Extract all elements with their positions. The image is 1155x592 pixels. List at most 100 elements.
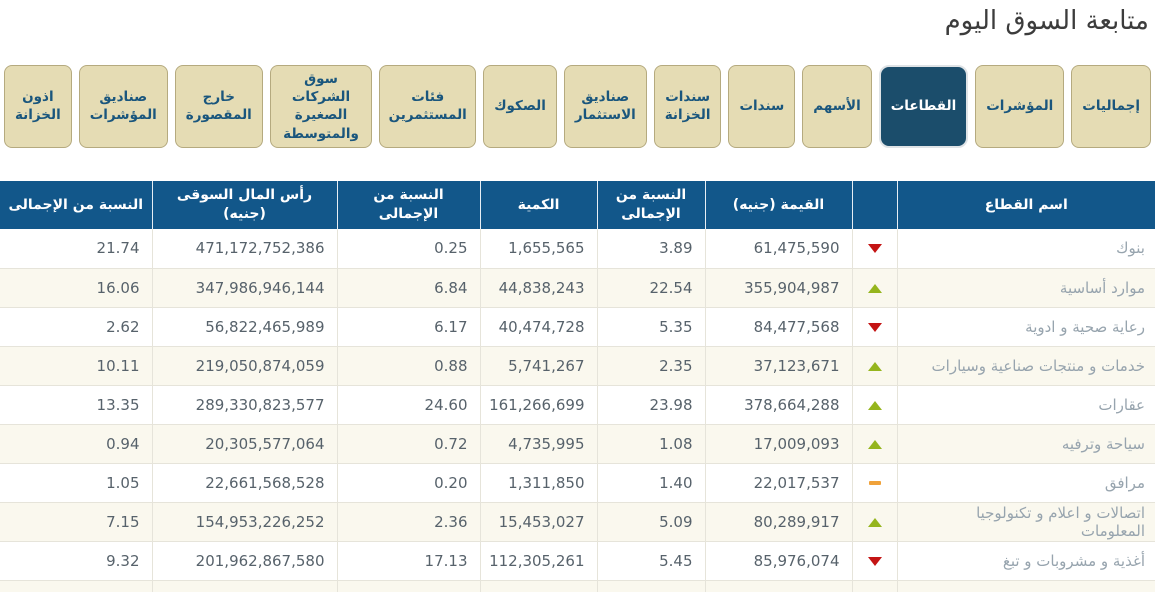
sector-name: أغذية و مشروبات و تبغ bbox=[897, 541, 1155, 581]
quantity-cell: 161,266,699 bbox=[480, 385, 598, 425]
quantity-cell: 4,735,995 bbox=[480, 424, 598, 464]
market-tabs: إجماليات المؤشرات القطاعات الأسهم سندات سندات… bbox=[4, 65, 1151, 148]
table-body: بنوك 61,475,590 3.89 1,655,565 0.25 471,… bbox=[0, 229, 1155, 592]
up-arrow-icon bbox=[867, 517, 882, 527]
quantity-cell: 5,741,267 bbox=[480, 346, 598, 386]
value-cell: 61,475,590 bbox=[705, 229, 853, 269]
value-pct-cell: 1.08 bbox=[597, 424, 706, 464]
market-tab-6[interactable]: صناديق الاستثمار bbox=[563, 65, 647, 148]
market-tab-2-active[interactable]: القطاعات bbox=[878, 65, 969, 148]
quantity-cell: 15,453,027 bbox=[480, 502, 598, 542]
market-cap-cell bbox=[152, 580, 338, 592]
quantity-pct-cell: 24.60 bbox=[337, 385, 481, 425]
quantity-pct-cell bbox=[337, 580, 481, 592]
market-tab-1[interactable]: المؤشرات bbox=[975, 65, 1065, 148]
market-cap-cell: 154,953,226,252 bbox=[152, 502, 338, 542]
market-tab-5[interactable]: سندات الخزانة bbox=[653, 65, 722, 148]
flat-dash-icon bbox=[868, 480, 881, 485]
market-cap-cell: 22,661,568,528 bbox=[152, 463, 338, 503]
market-cap-cell: 56,822,465,989 bbox=[152, 307, 338, 347]
col-header-quantity: الكمية bbox=[480, 181, 598, 229]
value-pct-cell: 22.54 bbox=[597, 268, 706, 308]
value-cell: 355,904,987 bbox=[705, 268, 853, 308]
col-header-sector-name: اسم القطاع bbox=[897, 181, 1155, 229]
direction-cell bbox=[852, 463, 898, 503]
sectors-table: اسم القطاع القيمة (جنيه) النسبة من الإجم… bbox=[0, 181, 1155, 592]
market-cap-pct-cell bbox=[0, 580, 153, 592]
value-pct-cell: 1.40 bbox=[597, 463, 706, 503]
direction-cell bbox=[852, 424, 898, 464]
value-cell bbox=[705, 580, 853, 592]
value-pct-cell: 2.35 bbox=[597, 346, 706, 386]
quantity-pct-cell: 0.25 bbox=[337, 229, 481, 269]
sector-name: رعاية صحية و ادوية bbox=[897, 307, 1155, 347]
market-cap-cell: 20,305,577,064 bbox=[152, 424, 338, 464]
value-cell: 17,009,093 bbox=[705, 424, 853, 464]
market-cap-pct-cell: 7.15 bbox=[0, 502, 153, 542]
quantity-cell: 1,655,565 bbox=[480, 229, 598, 269]
sector-name: بنوك bbox=[897, 229, 1155, 269]
market-cap-cell: 471,172,752,386 bbox=[152, 229, 338, 269]
sector-row: مرافق 22,017,537 1.40 1,311,850 0.20 22,… bbox=[0, 463, 1155, 503]
value-cell: 378,664,288 bbox=[705, 385, 853, 425]
col-header-market-cap-pct: النسبة من الإجمالى bbox=[0, 181, 153, 229]
sector-name: مرافق bbox=[897, 463, 1155, 503]
value-cell: 80,289,917 bbox=[705, 502, 853, 542]
sector-name: اتصالات و اعلام و تكنولوجيا المعلومات bbox=[897, 502, 1155, 542]
market-cap-pct-cell: 10.11 bbox=[0, 346, 153, 386]
market-tab-8[interactable]: فئات المستثمرين bbox=[379, 65, 477, 148]
market-cap-pct-cell: 9.32 bbox=[0, 541, 153, 581]
direction-cell bbox=[852, 229, 898, 269]
sector-row: بنوك 61,475,590 3.89 1,655,565 0.25 471,… bbox=[0, 229, 1155, 269]
sector-row: رعاية صحية و ادوية 84,477,568 5.35 40,47… bbox=[0, 307, 1155, 347]
quantity-cell: 44,838,243 bbox=[480, 268, 598, 308]
sectors-table-container: اسم القطاع القيمة (جنيه) النسبة من الإجم… bbox=[0, 181, 1155, 592]
direction-cell bbox=[852, 268, 898, 308]
market-cap-pct-cell: 1.05 bbox=[0, 463, 153, 503]
col-header-market-cap: رأس المال السوقى (جنيه) bbox=[152, 181, 338, 229]
quantity-cell bbox=[480, 580, 598, 592]
sector-row: عقارات 378,664,288 23.98 161,266,699 24.… bbox=[0, 385, 1155, 425]
value-pct-cell: 5.35 bbox=[597, 307, 706, 347]
market-tab-11[interactable]: صناديق المؤشرات bbox=[78, 65, 168, 148]
down-arrow-icon bbox=[867, 556, 882, 566]
quantity-pct-cell: 2.36 bbox=[337, 502, 481, 542]
quantity-cell: 1,311,850 bbox=[480, 463, 598, 503]
market-tab-10[interactable]: خارج المقصورة bbox=[174, 65, 263, 148]
value-pct-cell: 5.09 bbox=[597, 502, 706, 542]
market-cap-cell: 201,962,867,580 bbox=[152, 541, 338, 581]
market-cap-cell: 289,330,823,577 bbox=[152, 385, 338, 425]
quantity-pct-cell: 0.72 bbox=[337, 424, 481, 464]
page-title: متابعة السوق اليوم bbox=[944, 6, 1149, 36]
market-tab-12[interactable]: اذون الخزانة bbox=[4, 65, 72, 148]
market-cap-pct-cell: 13.35 bbox=[0, 385, 153, 425]
market-tab-4[interactable]: سندات bbox=[728, 65, 796, 148]
col-header-quantity-pct: النسبة من الإجمالى bbox=[337, 181, 481, 229]
col-header-value-pct: النسبة من الإجمالى bbox=[597, 181, 706, 229]
market-cap-pct-cell: 21.74 bbox=[0, 229, 153, 269]
up-arrow-icon bbox=[867, 283, 882, 293]
direction-cell bbox=[852, 307, 898, 347]
market-cap-cell: 347,986,946,144 bbox=[152, 268, 338, 308]
up-arrow-icon bbox=[867, 439, 882, 449]
market-cap-pct-cell: 16.06 bbox=[0, 268, 153, 308]
market-tab-7[interactable]: الصكوك bbox=[483, 65, 557, 148]
value-pct-cell: 23.98 bbox=[597, 385, 706, 425]
quantity-pct-cell: 6.17 bbox=[337, 307, 481, 347]
value-cell: 85,976,074 bbox=[705, 541, 853, 581]
up-arrow-icon bbox=[867, 400, 882, 410]
col-header-direction bbox=[852, 181, 898, 229]
direction-cell bbox=[852, 385, 898, 425]
market-tab-3[interactable]: الأسهم bbox=[802, 65, 872, 148]
value-pct-cell: 5.45 bbox=[597, 541, 706, 581]
market-tab-9[interactable]: سوق الشركات الصغيرة والمتوسطة bbox=[269, 65, 373, 148]
quantity-cell: 112,305,261 bbox=[480, 541, 598, 581]
sector-row-partial bbox=[0, 580, 1155, 592]
market-tab-0[interactable]: إجماليات bbox=[1071, 65, 1151, 148]
quantity-pct-cell: 0.88 bbox=[337, 346, 481, 386]
direction-cell bbox=[852, 541, 898, 581]
sector-name: موارد أساسية bbox=[897, 268, 1155, 308]
quantity-pct-cell: 0.20 bbox=[337, 463, 481, 503]
direction-cell bbox=[852, 502, 898, 542]
